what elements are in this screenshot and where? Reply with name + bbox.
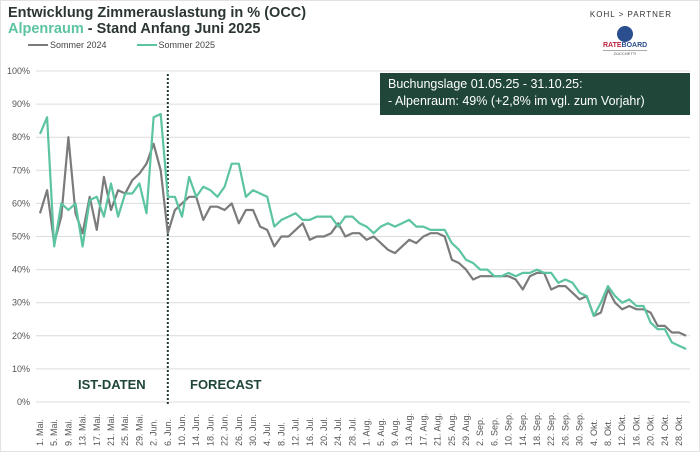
x-tick-label: 30. Jun. <box>248 414 258 446</box>
rateboard-globe-icon <box>617 26 633 42</box>
x-tick-label: 24. Okt. <box>660 414 670 446</box>
x-tick-label: 24. Jul. <box>333 417 343 446</box>
series-line-2025 <box>38 112 687 350</box>
x-tick-label: 6. Jun. <box>163 419 173 446</box>
x-tick-label: 16. Okt. <box>631 414 641 446</box>
x-tick-label: 18. Sep. <box>532 412 542 446</box>
y-tick-label: 30% <box>12 298 30 308</box>
x-tick-label: 29. Mai. <box>134 414 144 446</box>
legend-item-2025: Sommer 2025 <box>136 40 216 50</box>
rateboard-b: BOARD <box>621 42 648 49</box>
title-line-2: Alpenraum - Stand Anfang Juni 2025 <box>8 21 306 37</box>
x-tick-label: 21. Aug. <box>433 413 443 446</box>
x-tick-label: 5. Mai. <box>49 419 59 446</box>
y-tick-label: 0% <box>17 397 30 407</box>
y-tick-label: 50% <box>12 232 30 242</box>
x-tick-label: 5. Aug. <box>376 418 386 446</box>
chart-title: Entwicklung Zimmerauslastung in % (OCC) … <box>8 5 306 37</box>
x-tick-label: 9. Mai. <box>63 419 73 446</box>
annotation-line-2: - Alpenraum: 49% (+2,8% im vgl. zum Vorj… <box>388 94 645 108</box>
ist-daten-label: IST-DATEN <box>78 377 146 392</box>
y-tick-label: 100% <box>7 66 30 76</box>
x-tick-label: 26. Sep. <box>560 412 570 446</box>
x-tick-label: 25. Mai. <box>120 414 130 446</box>
x-tick-label: 30. Sep. <box>575 412 585 446</box>
y-tick-label: 70% <box>12 165 30 175</box>
x-tick-label: 28. Jul. <box>347 417 357 446</box>
rateboard-logo: RATEBOARD ZUCCHETTI <box>603 26 647 56</box>
legend-swatch-2024 <box>28 44 48 46</box>
x-tick-label: 21. Mai. <box>106 414 116 446</box>
legend-label-2025: Sommer 2025 <box>158 40 216 50</box>
legend-label-2024: Sommer 2024 <box>50 40 107 50</box>
x-tick-label: 17. Aug. <box>418 413 428 446</box>
rateboard-wordmark: RATEBOARD <box>603 42 647 49</box>
y-tick-label: 10% <box>12 364 30 374</box>
x-tick-label: 10. Sep. <box>504 412 514 446</box>
x-tick-label: 28. Okt. <box>674 414 684 446</box>
x-tick-label: 13. Aug. <box>404 413 414 446</box>
kohl-partner-logo: KOHL > PARTNER <box>589 10 672 19</box>
x-tick-label: 13. Mai. <box>78 414 88 446</box>
title-line-1: Entwicklung Zimmerauslastung in % (OCC) <box>8 5 307 21</box>
x-tick-label: 1. Aug. <box>362 418 372 446</box>
zucchetti-label: ZUCCHETTI <box>603 50 647 56</box>
x-tick-label: 18. Jun. <box>205 414 215 446</box>
x-tick-label: 6. Sep. <box>489 417 499 446</box>
x-tick-label: 20. Jul. <box>319 417 329 446</box>
y-tick-label: 90% <box>12 99 30 109</box>
x-tick-label: 26. Jun. <box>234 414 244 446</box>
x-tick-label: 1. Mai. <box>35 419 45 446</box>
y-tick-label: 60% <box>12 198 30 208</box>
title-line-2-rest: - Stand Anfang Juni 2025 <box>83 21 261 37</box>
x-tick-label: 2. Sep. <box>475 417 485 446</box>
x-tick-label: 16. Jul. <box>305 417 315 446</box>
x-tick-label: 14. Jun. <box>191 414 201 446</box>
annotation-line-1: Buchungslage 01.05.25 - 31.10.25: <box>388 77 583 91</box>
x-tick-label: 10. Jun. <box>177 414 187 446</box>
legend-swatch-2025 <box>136 44 157 46</box>
rateboard-a: RATE <box>603 42 622 49</box>
x-tick-label: 12. Okt. <box>617 414 627 446</box>
x-tick-label: 12. Jul. <box>291 417 301 446</box>
x-tick-label: 9. Aug. <box>390 418 400 446</box>
annotation-box: Buchungslage 01.05.25 - 31.10.25: - Alpe… <box>380 73 690 115</box>
x-tick-label: 4. Jul. <box>262 422 272 446</box>
region-label: Alpenraum <box>8 21 84 37</box>
x-tick-label: 17. Mai. <box>92 414 102 446</box>
x-tick-label: 25. Aug. <box>447 413 457 446</box>
y-tick-label: 80% <box>12 132 30 142</box>
x-tick-label: 14. Sep. <box>518 412 528 446</box>
forecast-label: FORECAST <box>190 377 262 392</box>
x-tick-label: 2. Jun. <box>149 419 159 446</box>
legend: Sommer 2024 Sommer 2025 <box>28 40 215 50</box>
x-tick-label: 22. Jun. <box>220 414 230 446</box>
series-line-2024 <box>38 136 687 337</box>
x-tick-label: 20. Okt. <box>646 414 656 446</box>
x-tick-label: 29. Aug. <box>461 413 471 446</box>
x-tick-label: 22. Sep. <box>546 412 556 446</box>
y-tick-label: 40% <box>12 265 30 275</box>
x-tick-label: 8. Okt. <box>603 419 613 446</box>
legend-item-2024: Sommer 2024 <box>28 40 107 50</box>
y-tick-label: 20% <box>12 331 30 341</box>
x-tick-label: 4. Okt. <box>589 419 599 446</box>
x-tick-label: 8. Jul. <box>276 422 286 446</box>
